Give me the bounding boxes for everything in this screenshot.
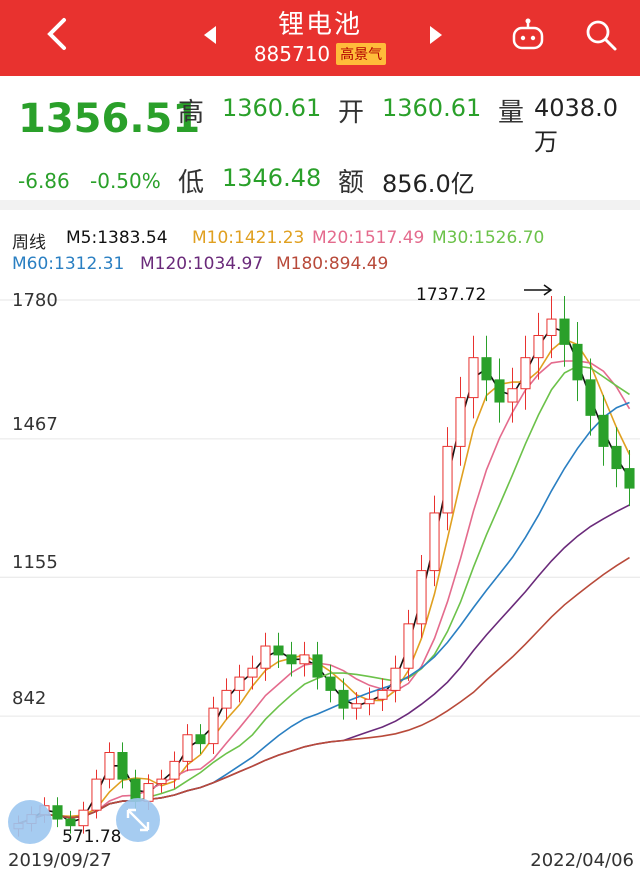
m10-line xyxy=(18,338,631,825)
top-bar: 锂电池 885710 高景气 xyxy=(0,0,640,76)
candle-body xyxy=(91,778,102,811)
y-tick-1780: 1780 xyxy=(12,290,58,311)
candle-body xyxy=(299,654,310,665)
candle-body xyxy=(403,623,414,669)
high-label: 高 xyxy=(178,98,205,128)
amount-label: 额 xyxy=(338,168,365,198)
m5-line xyxy=(18,326,631,825)
candle-body xyxy=(247,667,258,678)
candlestick-chart[interactable]: 1780 1467 1155 842 1737.72 571.78 xyxy=(0,276,640,850)
candle-body xyxy=(182,734,193,762)
candle-body xyxy=(143,783,154,802)
candle-body xyxy=(234,676,245,691)
y-tick-842: 842 xyxy=(12,688,46,709)
candle-body xyxy=(208,707,219,745)
ma120-value: M120:1034.97 xyxy=(140,254,264,274)
ma60-value: M60:1312.31 xyxy=(12,254,125,274)
candle-body xyxy=(130,778,141,802)
stock-code: 885710 xyxy=(253,42,331,66)
next-triangle-icon[interactable] xyxy=(428,24,446,46)
candle-body xyxy=(585,379,596,416)
candle-body xyxy=(104,752,115,780)
y-tick-1467: 1467 xyxy=(12,414,58,435)
candle-body xyxy=(507,388,518,403)
candle-body xyxy=(377,689,388,700)
candle-body xyxy=(169,760,180,780)
quote-panel: 1356.51 高 1360.61 开 1360.61 量 4038.0万 -6… xyxy=(0,76,640,200)
max-price-label: 1737.72 xyxy=(416,285,486,305)
candle-body xyxy=(494,379,505,403)
status-badge: 高景气 xyxy=(336,43,387,65)
m180-line xyxy=(18,556,630,825)
volume-label: 量 xyxy=(498,98,525,128)
low-label: 低 xyxy=(178,168,205,198)
candle-body xyxy=(624,468,635,489)
candle-body xyxy=(325,676,336,691)
candle-body xyxy=(468,357,479,399)
start-date: 2019/09/27 xyxy=(8,850,112,871)
current-price: 1356.51 xyxy=(18,96,201,142)
ma180-value: M180:894.49 xyxy=(276,254,389,274)
price-change-pct: -0.50% xyxy=(90,169,161,193)
open-label: 开 xyxy=(338,98,365,128)
back-arrow-icon[interactable] xyxy=(38,14,78,54)
stock-code-line: 885710 高景气 xyxy=(0,42,640,66)
candle-body xyxy=(52,805,63,820)
ma20-value: M20:1517.49 xyxy=(312,228,425,248)
prev-triangle-icon[interactable] xyxy=(200,24,218,46)
candle-body xyxy=(559,318,570,345)
candle-body xyxy=(455,397,466,447)
divider xyxy=(0,200,640,210)
candle-body xyxy=(195,734,206,745)
open-value: 1360.61 xyxy=(382,94,482,122)
candle-body xyxy=(78,809,89,827)
candle-body xyxy=(117,752,128,780)
ma10-value: M10:1421.23 xyxy=(192,228,305,248)
candle-body xyxy=(533,334,544,359)
amount-value: 856.0亿 xyxy=(382,170,475,198)
low-value: 1346.48 xyxy=(222,164,322,192)
robot-icon[interactable] xyxy=(508,18,548,54)
candle-body xyxy=(429,512,440,572)
page-title: 锂电池 xyxy=(277,10,362,40)
zoom-button[interactable] xyxy=(8,798,160,844)
candle-body xyxy=(338,689,349,709)
candle-body xyxy=(156,778,167,785)
y-tick-1155: 1155 xyxy=(12,552,58,573)
search-icon[interactable] xyxy=(584,18,618,52)
candle-body xyxy=(416,570,427,625)
candle-body xyxy=(65,818,76,827)
high-value: 1360.61 xyxy=(222,94,322,122)
period-label[interactable]: 周线 xyxy=(12,233,46,253)
candle-body xyxy=(221,689,232,709)
candle-body xyxy=(286,654,297,665)
candle-body xyxy=(364,698,375,705)
candle-body xyxy=(351,703,362,709)
candle-body xyxy=(390,667,401,691)
candle-body xyxy=(442,445,453,514)
max-price-arrow-head xyxy=(543,284,553,296)
candle-body xyxy=(260,645,271,669)
ma5-value: M5:1383.54 xyxy=(66,228,168,248)
candle-body xyxy=(546,318,557,336)
expand-icon xyxy=(126,808,150,832)
candle-body xyxy=(611,445,622,470)
end-date: 2022/04/06 xyxy=(530,850,634,871)
volume-value: 4038.0万 xyxy=(534,94,618,156)
candle-body xyxy=(273,645,284,656)
candle-body xyxy=(572,343,583,381)
ma30-value: M30:1526.70 xyxy=(432,228,545,248)
candle-body xyxy=(598,414,609,447)
min-price-label: 571.78 xyxy=(62,827,121,847)
candle-body xyxy=(520,357,531,390)
candle-body xyxy=(481,357,492,381)
candle-body xyxy=(312,654,323,678)
price-change: -6.86 xyxy=(18,169,70,193)
